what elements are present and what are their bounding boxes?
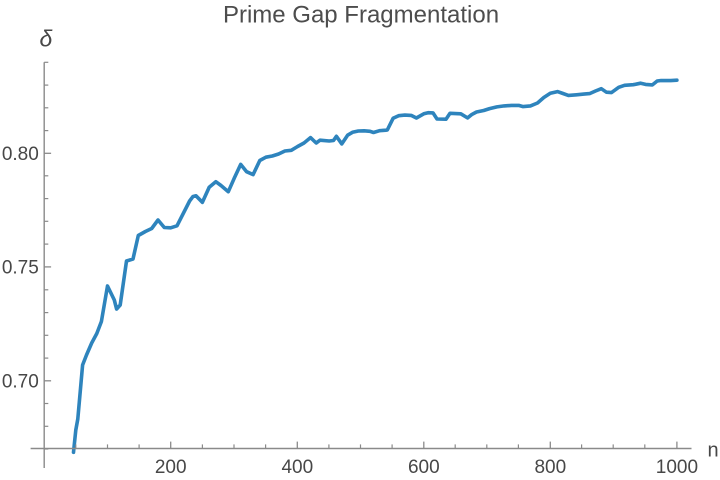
- svg-text:0.80: 0.80: [2, 144, 39, 165]
- svg-text:400: 400: [281, 457, 313, 478]
- svg-text:Prime Gap Fragmentation: Prime Gap Fragmentation: [223, 2, 499, 29]
- svg-text:0.75: 0.75: [2, 257, 39, 278]
- svg-text:200: 200: [155, 457, 187, 478]
- svg-text:0.70: 0.70: [2, 371, 39, 392]
- svg-text:800: 800: [534, 457, 566, 478]
- svg-text:n: n: [708, 440, 719, 462]
- svg-text:600: 600: [408, 457, 440, 478]
- svg-text:δ: δ: [40, 26, 53, 52]
- svg-text:1000: 1000: [656, 457, 698, 478]
